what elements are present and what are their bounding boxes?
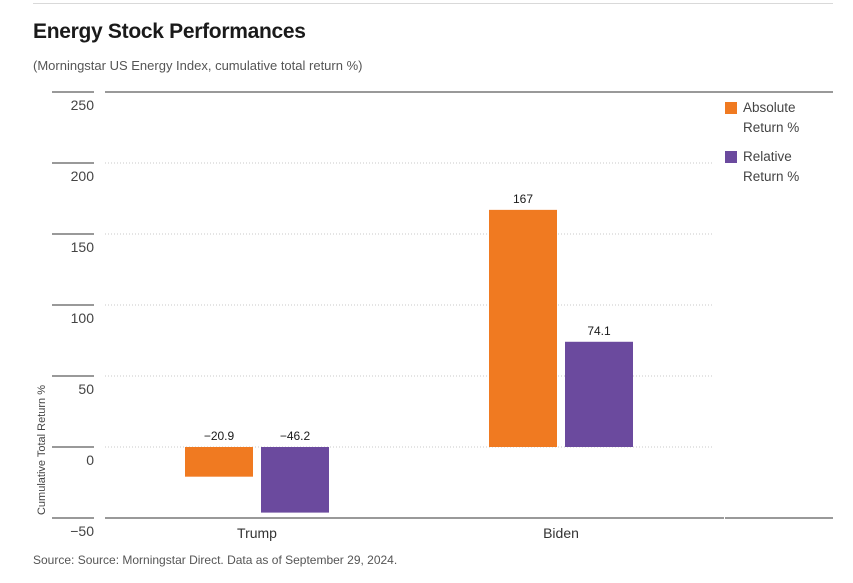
bar-biden-relative — [565, 341, 633, 447]
bar-trump-absolute — [185, 447, 253, 477]
y-tick-label: 50 — [78, 381, 94, 397]
y-tick-label: 200 — [71, 168, 95, 184]
data-label: −20.9 — [204, 429, 235, 443]
legend-swatch-absolute — [725, 102, 737, 114]
bar-biden-absolute — [489, 209, 557, 447]
legend: Absolute Return % Relative Return % — [725, 98, 835, 196]
y-tick-label: 100 — [71, 310, 95, 326]
top-rule — [33, 3, 833, 4]
legend-swatch-relative — [725, 151, 737, 163]
chart-title: Energy Stock Performances — [33, 20, 306, 43]
y-axis: 250 200 150 100 50 0 −50 — [52, 91, 95, 539]
y-tick-label: −50 — [70, 523, 94, 539]
bar-trump-relative — [261, 447, 329, 513]
grid-layer — [105, 91, 833, 519]
x-axis: Trump Biden — [237, 525, 579, 541]
data-label: 74.1 — [587, 324, 611, 338]
category-label: Trump — [237, 525, 277, 541]
data-label: 167 — [513, 192, 533, 206]
y-tick-label: 150 — [71, 239, 95, 255]
data-labels: −20.9 −46.2 167 74.1 — [204, 192, 611, 443]
source-note: Source: Source: Morningstar Direct. Data… — [33, 553, 398, 567]
y-tick-label: 0 — [86, 452, 94, 468]
category-label: Biden — [543, 525, 579, 541]
data-label: −46.2 — [280, 429, 311, 443]
y-axis-label: Cumulative Total Return % — [36, 385, 48, 515]
y-tick-label: 250 — [71, 97, 95, 113]
legend-item-relative: Relative Return % — [725, 147, 835, 187]
legend-label-absolute: Absolute Return % — [743, 100, 800, 135]
legend-label-relative: Relative Return % — [743, 149, 800, 184]
legend-item-absolute: Absolute Return % — [725, 98, 835, 138]
chart-subtitle: (Morningstar US Energy Index, cumulative… — [33, 58, 363, 73]
bars — [185, 209, 633, 513]
